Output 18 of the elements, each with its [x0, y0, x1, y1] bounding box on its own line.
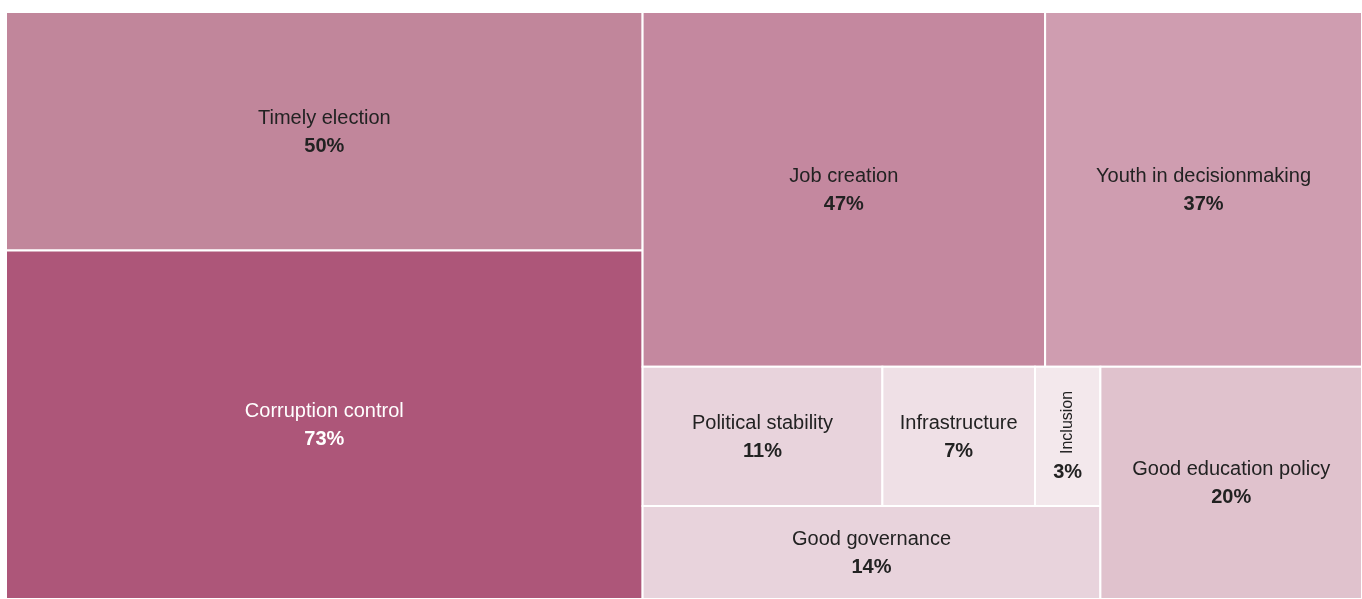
category-label: Timely election [257, 105, 391, 128]
data-label: 11% [743, 438, 783, 461]
data-label: 20% [1211, 485, 1252, 508]
category-label: Youth in decisionmaking [1096, 163, 1312, 186]
category-label: Infrastructure [899, 410, 1018, 433]
category-label: Good education policy [1132, 457, 1331, 480]
category-label: Political stability [691, 410, 834, 433]
category-label: Corruption control [244, 399, 404, 422]
data-label: 14% [851, 555, 892, 578]
data-label: 3% [1053, 459, 1083, 482]
data-label: 47% [823, 191, 865, 214]
category-label: Inclusion [1058, 390, 1076, 454]
data-label: 50% [304, 133, 345, 156]
data-label: 73% [304, 427, 345, 450]
category-label: Good governance [791, 527, 951, 550]
category-label: Job creation [789, 163, 899, 186]
data-label: 37% [1183, 191, 1224, 214]
data-label: 7% [944, 438, 974, 461]
